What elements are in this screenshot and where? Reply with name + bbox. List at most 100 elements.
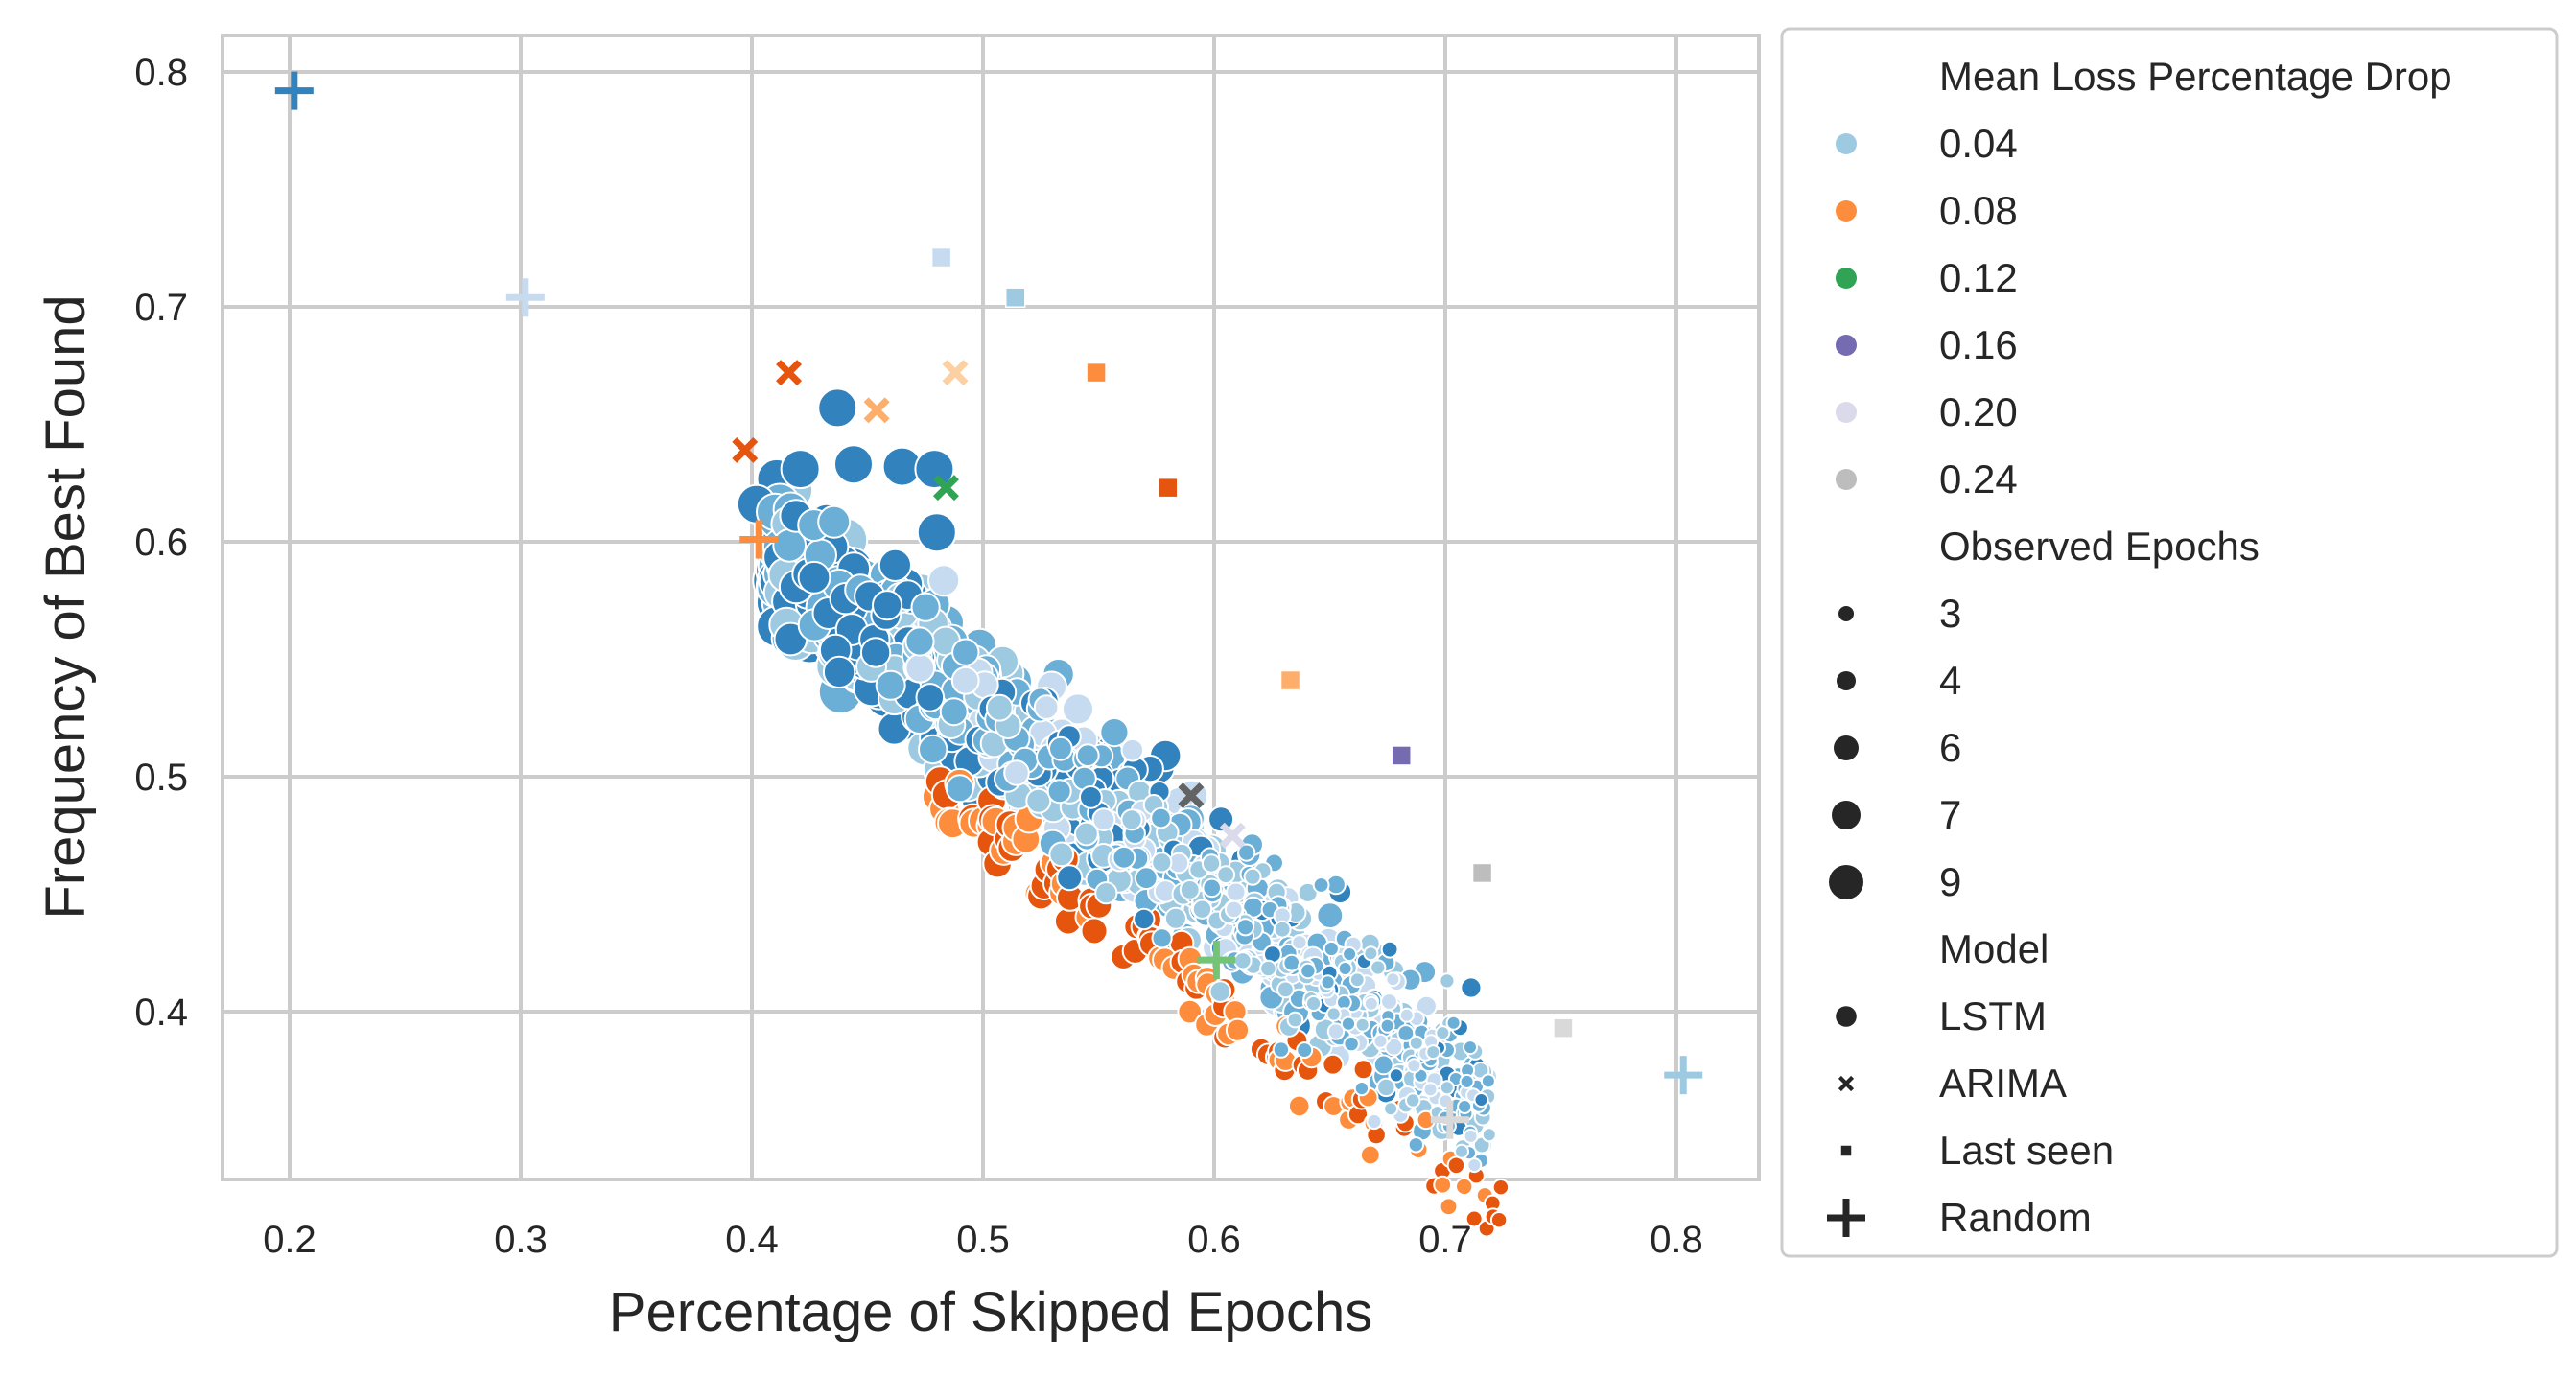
lstm-point <box>1425 1044 1441 1061</box>
lstm-point <box>822 655 856 689</box>
lstm-point <box>1337 961 1353 976</box>
lstm-point <box>1003 759 1030 786</box>
lstm-point <box>951 638 980 666</box>
legend-color-swatch <box>1836 133 1857 154</box>
lstm-point <box>1312 876 1330 894</box>
arima-point <box>1178 782 1205 809</box>
lstm-point <box>915 683 946 712</box>
lstm-point <box>1323 940 1340 958</box>
lstm-point <box>1455 1177 1474 1197</box>
lstm-point <box>1385 971 1401 988</box>
lstm-point <box>1480 1073 1496 1089</box>
lstm-point <box>1080 917 1109 945</box>
legend-marker-swatch <box>1836 1006 1857 1027</box>
lstm-point <box>1398 1007 1415 1023</box>
lstm-point <box>1120 737 1145 762</box>
lstm-point <box>780 449 821 490</box>
lstm-point <box>1439 972 1456 990</box>
lstm-point <box>1433 1175 1453 1195</box>
legend-entry-label: 7 <box>1939 792 1961 837</box>
lstm-point <box>1134 866 1159 891</box>
lstm-point <box>1224 899 1244 920</box>
y-tick-label: 0.4 <box>134 992 188 1034</box>
legend-size-swatch <box>1832 801 1861 829</box>
lstm-point <box>1120 808 1143 831</box>
lstm-point <box>1457 1099 1473 1114</box>
lstm-point <box>1151 852 1173 874</box>
lstm-point <box>1435 1025 1451 1041</box>
lstm-point <box>859 637 892 668</box>
lstm-point <box>1079 785 1103 809</box>
lstm-point <box>945 774 974 804</box>
lstm-point <box>1048 841 1075 868</box>
arima-point <box>863 397 890 424</box>
lstm-point <box>875 669 906 701</box>
lstm-point <box>1320 974 1336 991</box>
random-point <box>1430 1100 1469 1139</box>
last-seen-point <box>1553 1017 1574 1039</box>
lstm-point <box>1237 843 1256 862</box>
annotated-points <box>274 71 1703 1139</box>
arima-point <box>1219 822 1246 849</box>
last-seen-point <box>1158 477 1179 499</box>
legend-entry-label: 0.16 <box>1939 322 2018 367</box>
lstm-point <box>797 560 831 595</box>
lstm-point <box>1463 1039 1478 1056</box>
lstm-point <box>1376 1077 1396 1098</box>
lstm-point <box>1216 865 1236 885</box>
lstm-point <box>1454 1143 1469 1159</box>
lstm-point <box>1491 1179 1510 1197</box>
lstm-point <box>1366 1112 1383 1131</box>
lstm-point <box>1466 1157 1483 1174</box>
lstm-point <box>1033 694 1060 720</box>
last-seen-point <box>1086 362 1107 384</box>
lstm-point <box>1074 821 1099 847</box>
x-tick-label: 0.4 <box>725 1219 779 1261</box>
lstm-point <box>1233 951 1253 970</box>
lstm-point <box>1179 879 1201 900</box>
legend-marker-swatch <box>1839 1144 1853 1157</box>
lstm-point <box>1259 959 1277 978</box>
lstm-point <box>927 564 961 597</box>
legend-entry-label: 4 <box>1939 658 1961 703</box>
legend-entry-label: Random <box>1939 1195 2092 1240</box>
lstm-point <box>1439 1080 1455 1096</box>
lstm-point <box>833 444 874 485</box>
y-tick-label: 0.7 <box>134 287 188 329</box>
lstm-point <box>872 590 903 621</box>
lstm-point <box>1380 940 1399 959</box>
lstm-point <box>1091 807 1116 831</box>
lstm-point <box>1363 945 1379 962</box>
x-tick-label: 0.5 <box>956 1219 1010 1261</box>
legend-marker-swatch <box>1838 1075 1855 1092</box>
lstm-point <box>1025 787 1052 814</box>
arima-point <box>942 360 969 386</box>
x-tick-label: 0.2 <box>263 1219 316 1261</box>
lstm-point <box>1388 1067 1405 1084</box>
random-point <box>274 71 314 110</box>
legend: Mean Loss Percentage Drop 0.04 0.08 0.12 0.1… <box>1827 54 2452 1240</box>
lstm-point <box>817 387 858 429</box>
lstm-point <box>1056 864 1084 892</box>
y-tick-labels: 0.4 0.5 0.6 0.7 0.8 <box>134 52 188 1034</box>
lstm-point <box>1226 881 1247 902</box>
lstm-point <box>1352 1059 1374 1081</box>
lstm-point <box>1151 927 1173 949</box>
lstm-point <box>1407 1136 1425 1154</box>
lstm-point <box>910 592 941 622</box>
lstm-point <box>1354 1016 1370 1033</box>
last-seen-point <box>930 246 952 268</box>
lstm-point <box>1353 1081 1370 1097</box>
legend-size-swatch <box>1837 671 1856 690</box>
lstm-point <box>1235 918 1255 937</box>
x-tick-label: 0.6 <box>1187 1219 1241 1261</box>
legend-color-swatch <box>1836 335 1857 356</box>
lstm-point <box>1343 1035 1360 1053</box>
lstm-point <box>1446 1155 1466 1176</box>
lstm-point <box>1300 962 1317 980</box>
lstm-point <box>1383 1101 1399 1117</box>
lstm-point <box>1177 998 1203 1025</box>
legend-size-swatch <box>1838 606 1854 621</box>
lstm-point <box>1473 1092 1489 1108</box>
lstm-point <box>1291 934 1308 951</box>
